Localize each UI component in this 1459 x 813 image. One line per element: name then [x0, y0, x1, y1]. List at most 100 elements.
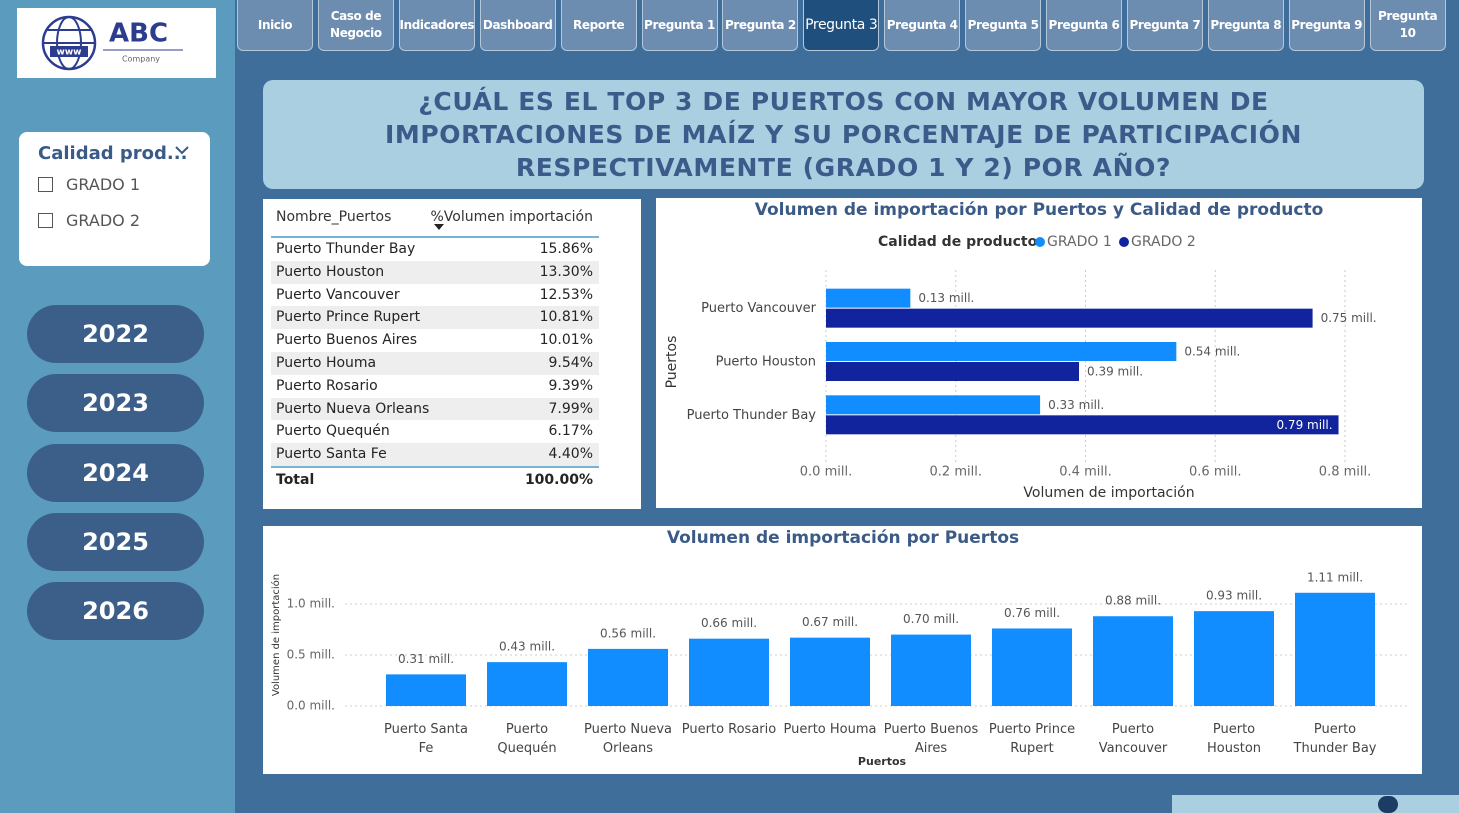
nav-button[interactable]: Pregunta 4: [884, 0, 961, 51]
column-header[interactable]: Nombre_Puertos: [276, 209, 392, 225]
table-cell: Puerto Rosario: [276, 377, 378, 394]
y-tick-label: 0.0 mill.: [287, 699, 335, 713]
table-cell: 13.30%: [539, 263, 593, 280]
legend-swatch: [1119, 237, 1129, 247]
bar: [826, 415, 1339, 435]
x-tick-label: Puerto Houston: [1206, 722, 1262, 756]
question-banner: ¿CUÁL ES EL TOP 3 DE PUERTOS CON MAYOR V…: [263, 80, 1424, 189]
bar: [891, 634, 971, 706]
nav-button[interactable]: Pregunta 6: [1046, 0, 1122, 51]
x-tick-label: 0.0 mill.: [800, 465, 852, 480]
slicer-option[interactable]: GRADO 2: [66, 211, 140, 230]
row-band: [271, 306, 599, 330]
data-label: 0.70 mill.: [903, 612, 959, 626]
table-cell: 10.01%: [539, 332, 593, 349]
data-label: 0.39 mill.: [1087, 365, 1143, 379]
nav-button[interactable]: Pregunta 9: [1288, 0, 1365, 51]
y-tick-label: 0.5 mill.: [287, 648, 335, 662]
nav-button[interactable]: Indicadores: [398, 0, 475, 51]
column-header[interactable]: %Volumen importación: [430, 209, 593, 225]
nav-button[interactable]: Pregunta 5: [965, 0, 1042, 51]
table-cell: Puerto Buenos Aires: [276, 332, 418, 349]
table-cell: 9.39%: [548, 377, 593, 394]
data-label: 1.11 mill.: [1307, 570, 1363, 584]
checkbox[interactable]: [38, 177, 53, 192]
total-cell: Total: [276, 472, 315, 488]
nav-button[interactable]: Reporte: [560, 0, 637, 51]
data-label: 0.75 mill.: [1321, 311, 1377, 325]
table-cell: 10.81%: [539, 309, 593, 326]
legend-title: Calidad de producto: [878, 234, 1038, 250]
year-button[interactable]: 2022: [27, 305, 204, 363]
logo: www ABC Company: [17, 8, 216, 78]
slicer-chevron[interactable]: [174, 144, 190, 156]
table-cell: 15.86%: [539, 241, 593, 257]
table-cell: 9.54%: [548, 355, 593, 371]
x-tick-label: Puerto Nueva Orleans: [584, 722, 672, 756]
x-tick-label: Puerto Rosario: [681, 722, 777, 737]
row-band: [271, 352, 599, 375]
total-cell: 100.00%: [524, 472, 593, 488]
bar: [992, 628, 1072, 706]
data-label: 0.76 mill.: [1004, 606, 1060, 620]
chart: Volumen de importación por Puertos y Cal…: [656, 198, 1422, 508]
data-label: 0.33 mill.: [1048, 398, 1104, 412]
bar: [1194, 611, 1274, 706]
nav-button[interactable]: Pregunta 1: [641, 0, 718, 51]
legend-swatch: [1035, 237, 1045, 247]
nav-button[interactable]: Pregunta 2: [722, 0, 799, 51]
data-label: 0.67 mill.: [802, 615, 858, 629]
table-cell: Puerto Prince Rupert: [276, 309, 421, 326]
x-tick-label: 0.8 mill.: [1319, 465, 1371, 480]
y-tick-label: 1.0 mill.: [287, 597, 335, 611]
x-tick-label: Puerto Buenos Aires: [883, 722, 979, 756]
year-button[interactable]: 2024: [27, 443, 204, 502]
logo-graphic: www ABC Company: [41, 15, 183, 71]
bar: [1093, 616, 1173, 706]
nav-button[interactable]: Pregunta 3: [803, 0, 880, 51]
slicer-option[interactable]: GRADO 1: [66, 175, 140, 194]
logo-icon-text: www: [57, 48, 82, 58]
bar: [1295, 592, 1375, 706]
nav-button[interactable]: Inicio: [237, 0, 313, 51]
table-cell: 12.53%: [539, 286, 593, 303]
year-button[interactable]: 2025: [27, 512, 204, 571]
nav-button[interactable]: Caso de Negocio: [317, 0, 394, 51]
y-tick-label: Puerto Vancouver: [701, 301, 816, 316]
bar: [826, 288, 911, 308]
data-label: 0.93 mill.: [1206, 589, 1262, 603]
x-tick-label: Puerto Houma: [783, 722, 877, 737]
bar: [386, 674, 466, 706]
table-cell: 7.99%: [548, 400, 593, 417]
nav-button[interactable]: Pregunta 8: [1207, 0, 1284, 51]
x-tick-label: Puerto Santa Fe: [384, 722, 468, 756]
x-tick-label: 0.2 mill.: [930, 465, 982, 480]
chart: Volumen de importación por Puertos 0.0 mi…: [263, 526, 1422, 774]
year-button[interactable]: 2023: [27, 374, 204, 433]
table-cell: Puerto Nueva Orleans: [276, 400, 430, 417]
nav-button[interactable]: Dashboard: [479, 0, 556, 51]
total-rule: [271, 466, 599, 468]
x-tick-label: Puerto Quequén: [497, 722, 557, 756]
table-cell: Puerto Quequén: [276, 423, 390, 440]
y-axis-title: Puertos: [664, 336, 680, 389]
checkbox[interactable]: [38, 213, 53, 228]
data-label: 0.43 mill.: [499, 640, 555, 654]
year-button[interactable]: 2026: [27, 582, 204, 641]
x-tick-label: 0.6 mill.: [1189, 465, 1241, 480]
x-tick-label: 0.4 mill.: [1059, 465, 1111, 480]
x-axis-title: Volumen de importación: [1023, 485, 1194, 501]
data-label: 0.13 mill.: [918, 291, 974, 305]
data-label: 0.79 mill.: [1276, 418, 1332, 432]
data-label: 0.31 mill.: [398, 652, 454, 666]
legend-label: GRADO 2: [1131, 234, 1196, 250]
slicer: Calidad prod... GRADO 1 GRADO 2: [19, 132, 210, 266]
chart-title: Volumen de importación por Puertos: [667, 528, 1019, 548]
x-tick-label: Puerto Thunder Bay: [1293, 722, 1377, 756]
question-title: ¿CUÁL ES EL TOP 3 DE PUERTOS CON MAYOR V…: [384, 87, 1303, 182]
sort-arrow[interactable]: [433, 223, 445, 231]
nav-button[interactable]: Pregunta 10: [1369, 0, 1446, 51]
x-tick-label: Puerto Vancouver: [1098, 722, 1168, 756]
nav-button[interactable]: Pregunta 7: [1126, 0, 1203, 51]
bar: [826, 362, 1080, 381]
